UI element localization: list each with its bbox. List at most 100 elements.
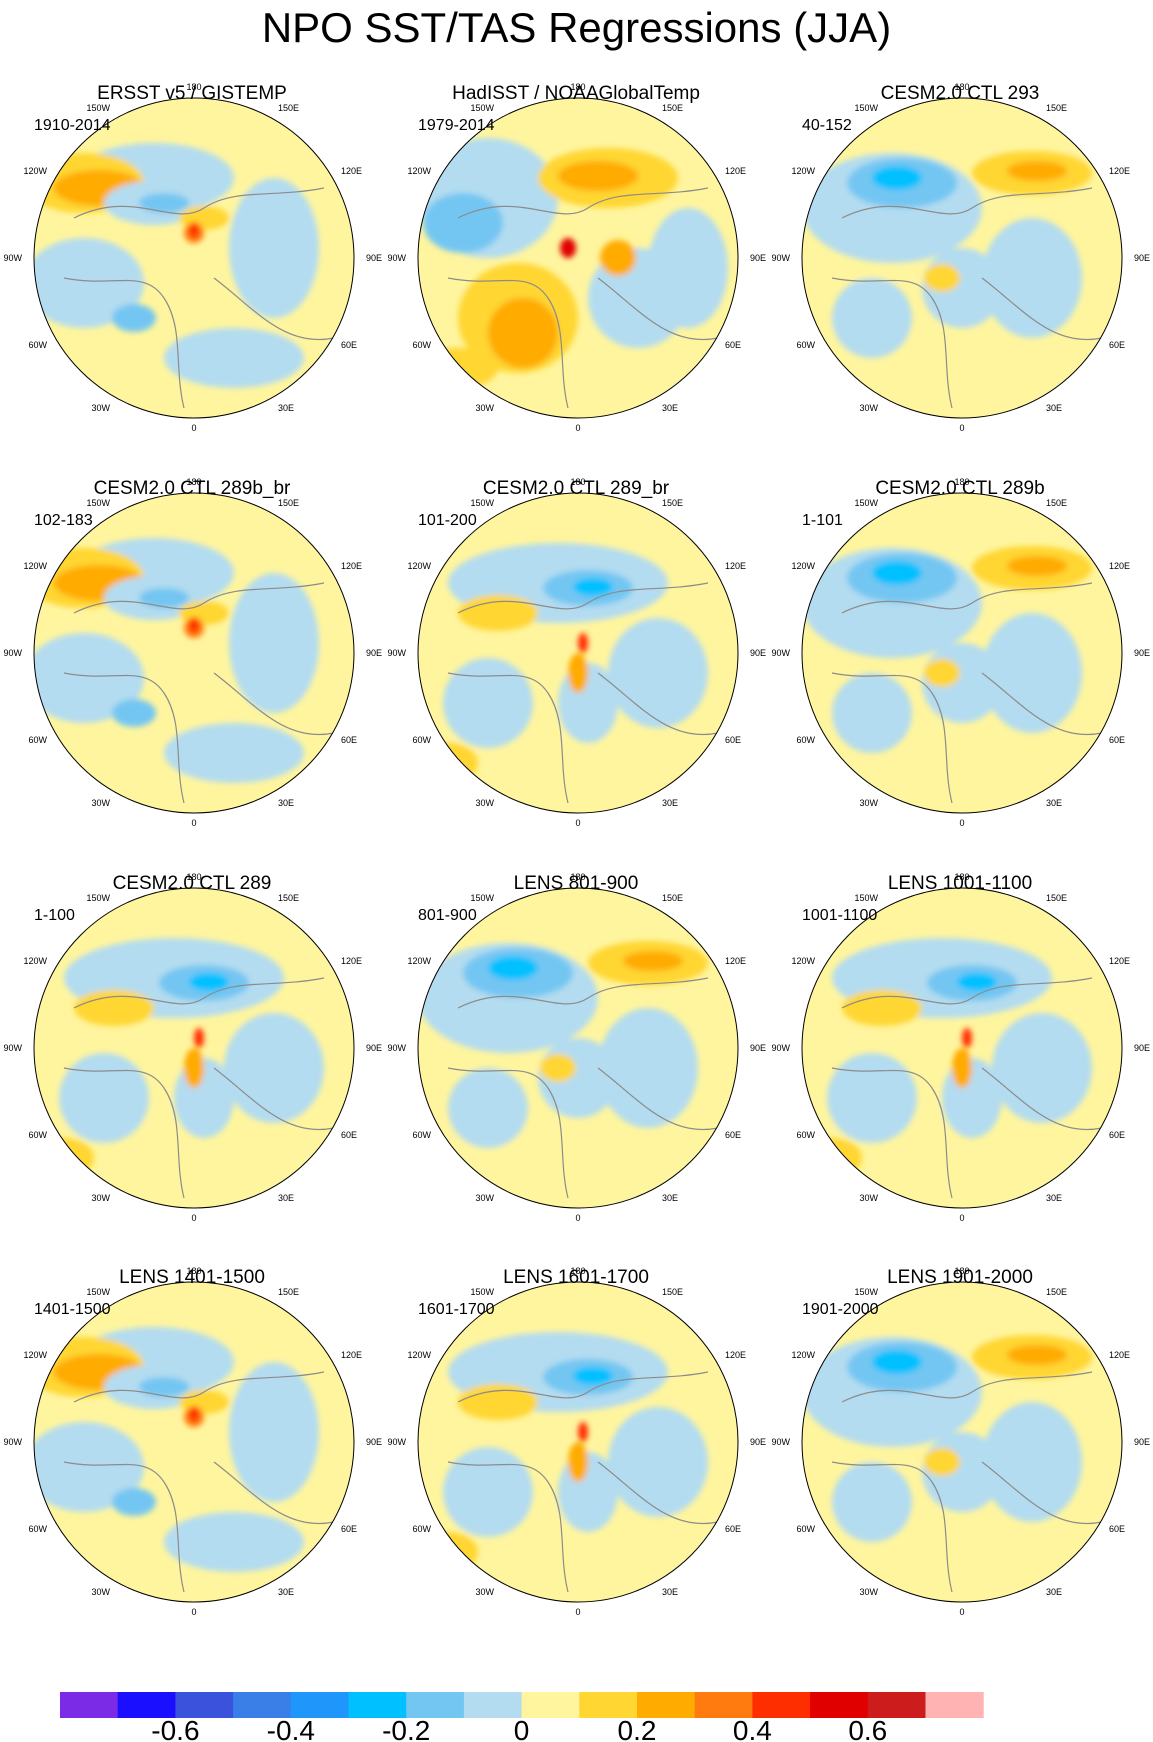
longitude-label-lower-right: 30E bbox=[662, 403, 678, 413]
anomaly-region bbox=[189, 617, 199, 633]
longitude-label-right: 90E bbox=[750, 1437, 766, 1447]
longitude-label-mid-upper-left: 120W bbox=[791, 1350, 815, 1360]
longitude-label-upper-left: 150W bbox=[86, 103, 110, 113]
longitude-label-upper-left: 150W bbox=[470, 893, 494, 903]
panel-title: CESM2.0 CTL 289b bbox=[875, 478, 1045, 499]
map-border bbox=[801, 492, 1123, 814]
longitude-label-top: 180 bbox=[954, 872, 969, 882]
longitude-label-mid-upper-left: 120W bbox=[23, 561, 47, 571]
anomaly-region bbox=[112, 699, 156, 727]
longitude-label-lower-right: 30E bbox=[1046, 403, 1062, 413]
colorbar-swatch bbox=[406, 1692, 465, 1718]
coastline bbox=[63, 582, 335, 804]
panel-title: CESM2.0 CTL 289b_br bbox=[93, 478, 291, 499]
panel-period: 1601-1700 bbox=[418, 1301, 495, 1318]
panel-period: 1-101 bbox=[802, 512, 843, 529]
longitude-label-mid-lower-left: 60W bbox=[412, 340, 431, 350]
longitude-label-right: 90E bbox=[366, 1437, 382, 1447]
longitude-label-bottom: 0 bbox=[575, 1213, 580, 1223]
anomaly-region bbox=[598, 1008, 698, 1128]
anomaly-region bbox=[560, 238, 576, 258]
anomaly-region bbox=[229, 1362, 319, 1502]
longitude-label-top: 180 bbox=[570, 1266, 585, 1276]
anomaly-region bbox=[832, 673, 912, 753]
panel-period: 1401-1500 bbox=[34, 1301, 111, 1318]
anomaly-region bbox=[34, 1422, 144, 1512]
map-panel: 180 0 90W 90E 150W 150E 120W 120E 60W 60E 30W 30E ER… bbox=[0, 0, 384, 433]
map-panel: 180 0 90W 90E 150W 150E 120W 120E 60W 60E 30W 30E CE… bbox=[768, 0, 1152, 433]
longitude-label-bottom: 0 bbox=[191, 423, 196, 433]
colorbar-swatch bbox=[463, 1692, 523, 1718]
longitude-label-lower-right: 30E bbox=[278, 1587, 294, 1597]
longitude-label-mid-upper-right: 120E bbox=[725, 166, 746, 176]
longitude-label-upper-right: 150E bbox=[662, 893, 683, 903]
anomaly-region bbox=[174, 1058, 234, 1138]
longitude-label-upper-left: 150W bbox=[854, 893, 878, 903]
longitude-label-bottom: 0 bbox=[575, 1607, 580, 1617]
anomaly-region bbox=[827, 1053, 917, 1143]
anomaly-region bbox=[992, 1013, 1092, 1123]
longitude-label-bottom: 0 bbox=[959, 818, 964, 828]
map-panel: 180 0 90W 90E 150W 150E 120W 120E 60W 60E 30W 30E LE… bbox=[0, 1184, 384, 1617]
longitude-label-lower-right: 30E bbox=[662, 798, 678, 808]
anomaly-region bbox=[568, 653, 588, 693]
coastline bbox=[63, 977, 335, 1199]
longitude-label-mid-upper-right: 120E bbox=[341, 1350, 362, 1360]
anomaly-region bbox=[942, 1058, 1002, 1138]
anomaly-region bbox=[74, 990, 154, 1026]
longitude-label-left: 90W bbox=[3, 253, 22, 263]
anomaly-region bbox=[189, 222, 199, 238]
longitude-label-mid-lower-right: 60E bbox=[725, 735, 741, 745]
anomaly-region bbox=[423, 193, 503, 253]
longitude-label-upper-left: 150W bbox=[86, 1287, 110, 1297]
longitude-label-upper-left: 150W bbox=[470, 103, 494, 113]
anomaly-region bbox=[1007, 161, 1067, 181]
anomaly-region bbox=[608, 618, 708, 728]
polar-map: 180 0 90W 90E 150W 150E 120W 120E 60W 60E 30W 30E bbox=[387, 82, 766, 433]
colorbar-tick-label: 0 bbox=[514, 1715, 530, 1742]
polar-map: 180 0 90W 90E 150W 150E 120W 120E 60W 60E 30W 30E bbox=[3, 82, 382, 433]
longitude-label-lower-right: 30E bbox=[1046, 798, 1062, 808]
map-panel: 180 0 90W 90E 150W 150E 120W 120E 60W 60E 30W 30E LE… bbox=[768, 790, 1152, 1223]
colorbar: -0.6 -0.4 -0.2 0 0.2 0.4 0.6 bbox=[60, 1692, 984, 1742]
longitude-label-mid-lower-right: 60E bbox=[341, 1524, 357, 1534]
anomaly-region bbox=[952, 1048, 972, 1088]
anomaly-region bbox=[1007, 556, 1067, 576]
panel-title: ERSST v5 / GISTEMP bbox=[97, 83, 287, 104]
longitude-label-mid-lower-left: 60W bbox=[796, 735, 815, 745]
polar-map: 180 0 90W 90E 150W 150E 120W 120E 60W 60E 30W 30E bbox=[387, 872, 766, 1223]
coastline bbox=[447, 1371, 719, 1593]
longitude-label-top: 180 bbox=[186, 872, 201, 882]
anomaly-region bbox=[982, 613, 1082, 733]
longitude-label-right: 90E bbox=[1134, 1437, 1150, 1447]
colorbar-swatch bbox=[810, 1692, 869, 1718]
polar-map: 180 0 90W 90E 150W 150E 120W 120E 60W 60E 30W 30E bbox=[771, 872, 1150, 1223]
map-panel: 180 0 90W 90E 150W 150E 120W 120E 60W 60E 30W 30E CE… bbox=[768, 395, 1152, 828]
anomaly-region bbox=[229, 573, 319, 713]
longitude-label-upper-right: 150E bbox=[1046, 498, 1067, 508]
anomaly-region bbox=[112, 1488, 156, 1516]
map-panel: 180 0 90W 90E 150W 150E 120W 120E 60W 60E 30W 30E Ha… bbox=[384, 0, 768, 433]
colorbar-swatch bbox=[579, 1692, 638, 1718]
longitude-label-upper-right: 150E bbox=[662, 103, 683, 113]
longitude-label-bottom: 0 bbox=[959, 1607, 964, 1617]
map-panel: 180 0 90W 90E 150W 150E 120W 120E 60W 60E 30W 30E LE… bbox=[768, 1184, 1152, 1617]
panel-period: 40-152 bbox=[802, 117, 852, 134]
longitude-label-top: 180 bbox=[954, 1266, 969, 1276]
coastline bbox=[831, 187, 1103, 409]
longitude-label-mid-lower-left: 60W bbox=[796, 340, 815, 350]
longitude-label-mid-lower-right: 60E bbox=[1109, 1130, 1125, 1140]
longitude-label-upper-left: 150W bbox=[854, 498, 878, 508]
colorbar-tick-label: -0.2 bbox=[382, 1715, 430, 1742]
panel-period: 102-183 bbox=[34, 512, 93, 529]
anomaly-region bbox=[842, 990, 922, 1026]
map-panel: 180 0 90W 90E 150W 150E 120W 120E 60W 60E 30W 30E CE… bbox=[0, 395, 384, 828]
longitude-label-mid-upper-right: 120E bbox=[341, 956, 362, 966]
anomaly-region bbox=[558, 1452, 618, 1532]
longitude-label-mid-lower-left: 60W bbox=[796, 1524, 815, 1534]
longitude-label-lower-left: 30W bbox=[859, 798, 878, 808]
longitude-label-upper-right: 150E bbox=[662, 1287, 683, 1297]
anomaly-region bbox=[34, 238, 144, 328]
longitude-label-mid-lower-right: 60E bbox=[1109, 340, 1125, 350]
anomaly-region bbox=[872, 166, 922, 190]
